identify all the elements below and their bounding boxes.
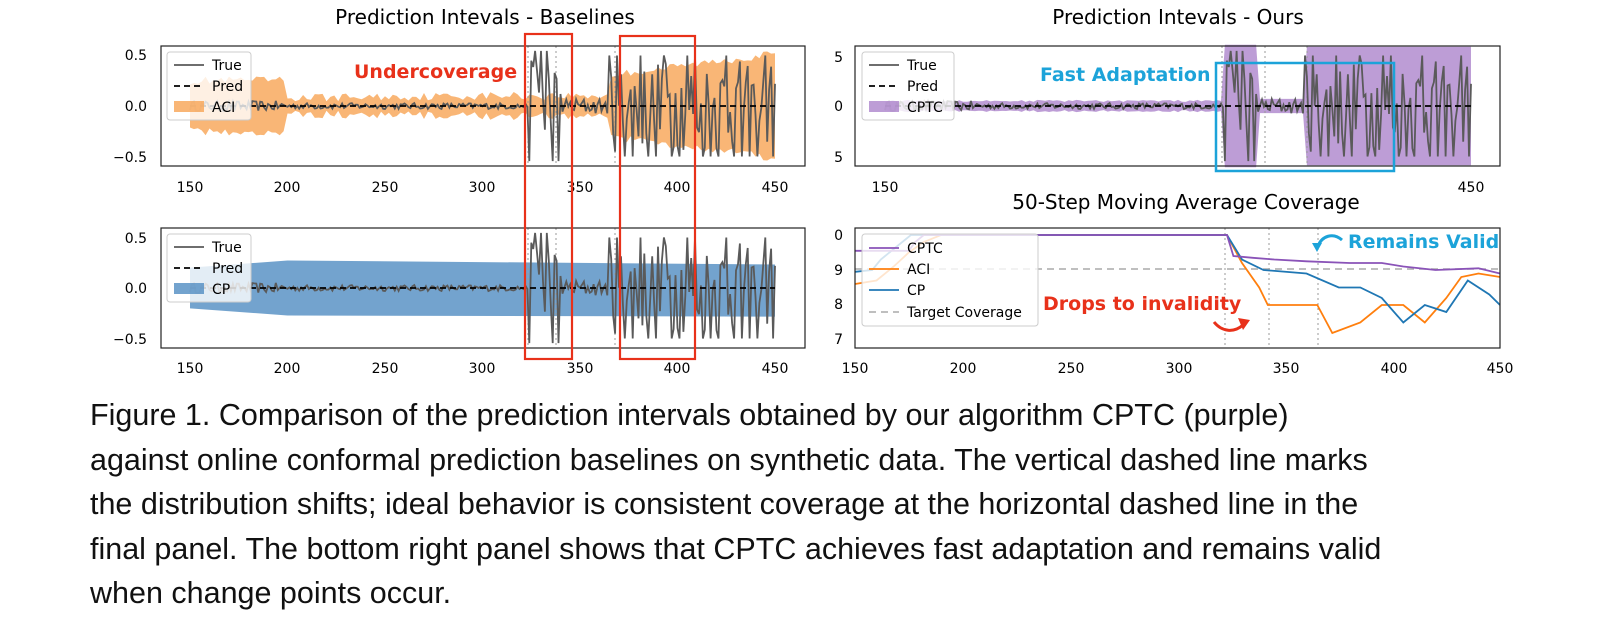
x-tick: 300	[469, 361, 496, 377]
title-baselines: Prediction Intevals - Baselines	[335, 5, 635, 29]
legend-cptc: CPTC	[907, 100, 943, 116]
panel-cp: 0.5 0.0 −0.5 150 200 250 300 350 400 450…	[113, 227, 806, 377]
x-tick: 400	[1381, 361, 1408, 377]
drops-arrowhead-icon	[1238, 318, 1250, 330]
remains-valid-annotation: Remains Valid	[1348, 231, 1499, 253]
legend-pred: Pred	[907, 79, 938, 95]
coverage-legend: CPTC ACI CP Target Coverage	[861, 233, 1039, 327]
aci-axes-frame	[160, 45, 806, 167]
legend-true: True	[211, 240, 242, 256]
highlight-box-shift-1	[523, 32, 574, 361]
x-tick: 350	[567, 180, 594, 196]
legend-aci: ACI	[212, 100, 235, 116]
x-tick: 200	[274, 361, 301, 377]
x-tick: 450	[762, 180, 789, 196]
x-tick: 250	[1058, 361, 1085, 377]
caption-line: the distribution shifts; ideal behavior …	[90, 487, 1359, 521]
x-tick: 250	[372, 180, 399, 196]
x-tick: 150	[177, 361, 204, 377]
remains-valid-arrow-icon	[1316, 234, 1343, 247]
y-tick: 5	[834, 50, 843, 66]
panel-cptc: 5 0 5 150 450 True Pred CPTC Fast Adapta…	[834, 44, 1501, 196]
y-tick: 0.5	[125, 48, 147, 64]
caption-line: when change points occur.	[90, 576, 452, 610]
panel-coverage: 0 9 8 7 150 200 250 300 350 400 450 CPTC…	[834, 227, 1514, 377]
legend-true: True	[211, 58, 242, 74]
coverage-change-lines	[1224, 228, 1319, 348]
x-tick: 450	[1487, 361, 1514, 377]
x-tick: 200	[950, 361, 977, 377]
cp-legend: True Pred CP	[166, 233, 252, 303]
drops-annotation: Drops to invalidity	[1043, 293, 1242, 315]
panel-aci: 0.5 0.0 −0.5 150 200 250 300 350 400 450…	[113, 45, 806, 196]
y-tick: 0.0	[125, 281, 147, 297]
x-tick: 300	[1166, 361, 1193, 377]
undercoverage-annotation: Undercoverage	[354, 61, 517, 83]
aci-legend: True Pred ACI	[166, 51, 252, 121]
caption-line: against online conformal prediction base…	[90, 442, 1368, 477]
drops-arrow-icon	[1212, 320, 1244, 332]
y-tick: 0	[834, 99, 843, 115]
x-tick: 350	[567, 361, 594, 377]
legend-pred: Pred	[212, 79, 243, 95]
legend-pred: Pred	[212, 261, 243, 277]
x-tick: 300	[469, 180, 496, 196]
caption-line: Figure 1. Comparison of the prediction i…	[90, 398, 1289, 432]
x-tick: 150	[872, 180, 899, 196]
caption-line: final panel. The bottom right panel show…	[90, 531, 1382, 566]
figure-caption: Figure 1. Comparison of the prediction i…	[90, 393, 1590, 616]
legend-target: Target Coverage	[906, 305, 1022, 321]
x-tick: 150	[177, 180, 204, 196]
y-tick: 9	[834, 263, 843, 279]
x-tick: 150	[842, 361, 869, 377]
title-coverage: 50-Step Moving Average Coverage	[1012, 190, 1359, 214]
fast-adaptation-box	[1214, 61, 1396, 173]
remains-valid-arrowhead-icon	[1312, 243, 1322, 252]
x-tick: 400	[664, 361, 691, 377]
cptc-legend: True Pred CPTC	[861, 51, 955, 121]
x-tick: 450	[762, 361, 789, 377]
y-tick: −0.5	[113, 150, 147, 166]
x-tick: 450	[1458, 180, 1485, 196]
y-tick: 7	[834, 332, 843, 348]
legend-aci: ACI	[907, 262, 930, 278]
y-tick: −0.5	[113, 332, 147, 348]
highlight-box-shift-2	[618, 34, 697, 361]
x-tick: 400	[664, 180, 691, 196]
legend-cp: CP	[212, 282, 230, 298]
y-tick: 0.5	[125, 231, 147, 247]
x-tick: 350	[1273, 361, 1300, 377]
cp-axes-frame	[160, 227, 806, 349]
x-tick: 250	[372, 361, 399, 377]
cptc-axes-frame	[854, 45, 1501, 167]
coverage-axes-frame	[854, 227, 1501, 349]
fast-adaptation-annotation: Fast Adaptation	[1040, 64, 1211, 86]
legend-true: True	[906, 58, 937, 74]
y-tick: 5	[834, 150, 843, 166]
legend-cp: CP	[907, 283, 925, 299]
y-tick: 0	[834, 228, 843, 244]
x-tick: 200	[274, 180, 301, 196]
y-tick: 8	[834, 297, 843, 313]
figure-1: Prediction Intevals - Baselines Predicti…	[113, 5, 1514, 377]
y-tick: 0.0	[125, 99, 147, 115]
title-ours: Prediction Intevals - Ours	[1052, 5, 1304, 29]
legend-cptc: CPTC	[907, 241, 943, 257]
